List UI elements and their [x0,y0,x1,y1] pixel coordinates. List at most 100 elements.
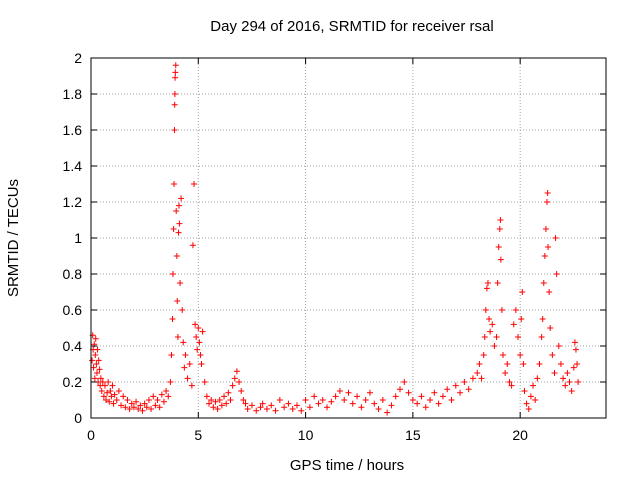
y-tick-label: 1 [74,230,82,246]
y-tick-label: 1.6 [63,122,83,138]
data-point [427,397,434,403]
data-point [549,352,556,358]
y-axis-label: SRMTID / TECUs [5,179,22,297]
data-point [547,325,554,331]
data-point [145,397,152,403]
data-point [94,346,101,353]
data-point [174,298,181,304]
data-point [354,393,361,400]
data-point [311,393,318,400]
data-point [92,352,99,358]
data-point [401,379,408,385]
y-tick-label: 0.2 [63,374,83,390]
data-point [218,402,225,409]
data-point [141,400,148,407]
data-point [414,400,421,407]
data-point [173,253,180,259]
data-point [167,379,174,385]
grid [91,58,606,418]
data-point [175,229,182,236]
data-point [555,343,562,349]
data-point [177,280,184,286]
data-point [93,361,100,367]
data-point [90,364,97,371]
data-point [139,407,146,414]
data-point [115,388,122,394]
data-point [238,388,245,394]
data-point [465,386,472,393]
data-point [92,335,99,342]
data-point [478,375,485,382]
x-tick-label: 0 [87,427,95,443]
data-point [97,375,104,382]
data-point [98,388,105,394]
data-point [184,375,191,382]
data-point [276,397,283,403]
data-point [170,226,177,232]
data-point [553,271,560,277]
data-point [298,407,305,414]
data-point [515,334,522,340]
data-point [107,388,114,394]
data-point [253,407,260,414]
data-point [324,404,331,411]
data-point [448,397,455,403]
data-point [538,334,545,340]
data-point [133,398,140,405]
data-point [120,393,127,400]
data-point [285,400,292,407]
data-point [480,352,487,358]
data-point [539,316,546,322]
data-point [521,388,528,394]
data-point [171,127,178,133]
data-point [484,280,491,286]
y-tick-label: 0.4 [63,338,83,354]
data-point [544,190,551,196]
data-point [562,382,569,389]
data-point [150,393,157,400]
data-point [371,400,378,407]
data-point [557,361,564,367]
data-point [240,397,247,403]
data-point [461,379,468,385]
data-point [178,195,185,202]
data-point [341,397,348,403]
data-point [497,217,504,223]
data-point [189,242,196,249]
y-tick-label: 1.4 [63,158,83,174]
data-point [546,289,553,295]
data-point [210,404,217,411]
data-point [236,379,243,385]
y-tick-label: 0.6 [63,302,83,318]
data-point [525,406,532,412]
data-point [474,370,481,376]
x-tick-label: 15 [405,427,421,443]
data-point [229,382,236,389]
data-point [375,406,382,412]
data-point [148,406,155,412]
data-point [551,370,558,376]
y-tick-label: 1.2 [63,194,83,210]
data-point [431,389,438,396]
data-point [173,208,180,214]
data-point [128,400,135,407]
data-point [175,202,182,209]
data-point [193,334,200,340]
data-point [384,409,391,416]
data-point [263,406,270,412]
data-point [512,307,519,313]
data-point [315,400,322,407]
data-point [91,375,98,382]
data-point [379,397,386,403]
data-point [109,382,116,389]
y-tick-label: 0 [74,410,82,426]
data-point [214,406,221,412]
data-point [105,379,112,385]
data-point [152,402,159,409]
data-point [566,379,573,385]
data-point [95,357,102,364]
data-point [397,386,403,393]
data-point [541,253,548,259]
data-point [409,397,416,403]
data-point [158,391,165,398]
